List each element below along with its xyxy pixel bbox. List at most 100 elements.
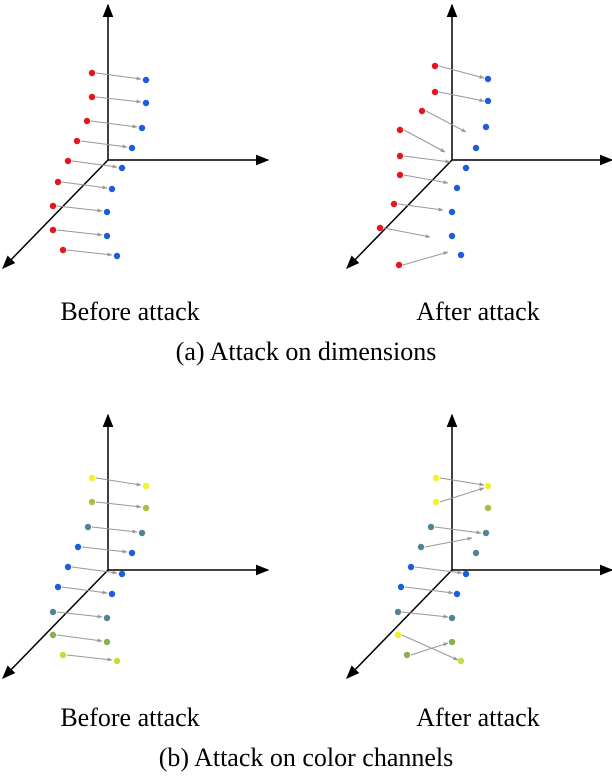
point bbox=[142, 99, 150, 107]
point bbox=[396, 171, 404, 179]
point bbox=[448, 232, 456, 240]
point bbox=[142, 482, 150, 490]
arrow bbox=[91, 526, 138, 534]
point bbox=[448, 638, 456, 646]
point bbox=[376, 224, 384, 232]
point bbox=[462, 570, 470, 578]
arrow bbox=[402, 251, 449, 266]
arrow bbox=[434, 526, 482, 535]
point bbox=[472, 549, 480, 557]
point bbox=[142, 76, 150, 84]
arrow bbox=[410, 642, 449, 656]
arrow bbox=[56, 634, 103, 643]
arrow bbox=[414, 566, 463, 575]
arrow bbox=[424, 536, 473, 548]
arrow bbox=[438, 91, 485, 103]
point bbox=[64, 157, 72, 165]
arrow bbox=[401, 634, 459, 661]
point bbox=[394, 631, 402, 639]
before-label: Before attack bbox=[60, 297, 199, 326]
point bbox=[396, 152, 404, 160]
arrow bbox=[403, 174, 449, 185]
point bbox=[138, 529, 146, 537]
point bbox=[407, 563, 415, 571]
point bbox=[49, 608, 57, 616]
point bbox=[88, 498, 96, 506]
point bbox=[49, 631, 57, 639]
point bbox=[88, 474, 96, 482]
point bbox=[396, 126, 404, 134]
axis bbox=[346, 569, 453, 679]
arrow bbox=[56, 205, 103, 213]
arrow bbox=[81, 546, 128, 554]
arrow bbox=[95, 96, 142, 104]
arrow bbox=[438, 65, 485, 79]
arrow bbox=[71, 160, 118, 169]
point bbox=[472, 144, 480, 152]
caption: (b) Attack on color channels bbox=[159, 743, 454, 772]
point bbox=[103, 232, 111, 240]
point bbox=[482, 529, 490, 537]
axis bbox=[346, 159, 453, 269]
arrow bbox=[66, 654, 113, 662]
point bbox=[118, 570, 126, 578]
arrow bbox=[95, 501, 142, 509]
point bbox=[395, 261, 403, 269]
point bbox=[64, 563, 72, 571]
point bbox=[432, 498, 440, 506]
point bbox=[118, 164, 126, 172]
point bbox=[59, 651, 67, 659]
point bbox=[49, 202, 57, 210]
point bbox=[108, 185, 116, 193]
point bbox=[397, 583, 405, 591]
point bbox=[88, 69, 96, 77]
point bbox=[138, 124, 146, 132]
point bbox=[482, 123, 490, 131]
point bbox=[73, 137, 81, 145]
point bbox=[453, 184, 461, 192]
point bbox=[432, 474, 440, 482]
arrow bbox=[66, 249, 113, 257]
point bbox=[142, 504, 150, 512]
point bbox=[113, 657, 121, 665]
point bbox=[103, 208, 111, 216]
point bbox=[88, 93, 96, 101]
arrow bbox=[56, 229, 103, 237]
point bbox=[484, 75, 492, 83]
point bbox=[453, 590, 461, 598]
point bbox=[54, 583, 62, 591]
point bbox=[103, 638, 111, 646]
point bbox=[427, 523, 435, 531]
caption: (a) Attack on dimensions bbox=[176, 337, 437, 366]
point bbox=[103, 614, 111, 622]
arrow bbox=[401, 611, 449, 619]
point bbox=[113, 252, 121, 260]
point bbox=[418, 107, 426, 115]
arrow bbox=[404, 586, 454, 595]
arrow bbox=[403, 129, 446, 153]
point bbox=[457, 251, 465, 259]
point bbox=[84, 523, 92, 531]
point bbox=[403, 651, 411, 659]
point bbox=[49, 226, 57, 234]
point bbox=[128, 549, 136, 557]
point bbox=[448, 208, 456, 216]
arrow bbox=[383, 227, 431, 239]
axis bbox=[2, 569, 109, 679]
point bbox=[484, 482, 492, 490]
after-label: After attack bbox=[416, 297, 539, 326]
point bbox=[457, 657, 465, 665]
arrow bbox=[397, 203, 444, 212]
axis bbox=[2, 159, 109, 269]
point bbox=[484, 504, 492, 512]
arrow bbox=[61, 181, 108, 190]
point bbox=[128, 144, 136, 152]
arrow bbox=[439, 487, 485, 503]
point bbox=[394, 608, 402, 616]
point bbox=[417, 543, 425, 551]
arrow bbox=[56, 611, 103, 619]
point bbox=[83, 117, 91, 125]
after-label: After attack bbox=[416, 703, 539, 732]
point bbox=[59, 246, 67, 254]
